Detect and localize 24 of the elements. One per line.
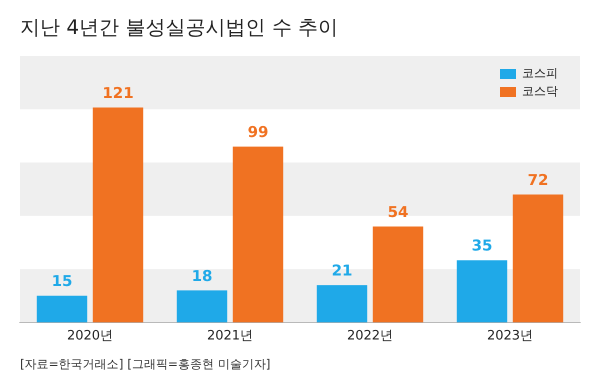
data-label: 15 — [52, 272, 72, 290]
x-tick-label: 2021년 — [206, 328, 254, 344]
chart-title: 지난 4년간 불성실공시법인 수 추이 — [20, 14, 338, 41]
data-label: 72 — [528, 170, 548, 189]
data-label: 121 — [102, 84, 134, 102]
x-tick-label: 2022년 — [346, 328, 394, 344]
bar — [372, 226, 424, 322]
bar — [92, 108, 144, 322]
bar — [316, 285, 368, 322]
bar — [232, 146, 284, 322]
bar — [512, 194, 564, 322]
bar — [176, 290, 228, 322]
legend-label: 코스닥 — [522, 84, 558, 98]
data-label: 18 — [192, 266, 212, 285]
data-label: 35 — [472, 236, 492, 255]
data-label: 99 — [248, 122, 268, 141]
bar — [36, 296, 88, 322]
data-label: 54 — [388, 202, 408, 221]
bar — [456, 260, 508, 322]
x-tick-label: 2020년 — [66, 328, 114, 344]
x-tick-label: 2023년 — [486, 328, 534, 344]
data-label: 21 — [332, 261, 352, 280]
text: [자료=한국거래소] [그래픽=홍종현 미술기자] — [20, 356, 270, 373]
legend-label: 코스피 — [522, 66, 558, 80]
